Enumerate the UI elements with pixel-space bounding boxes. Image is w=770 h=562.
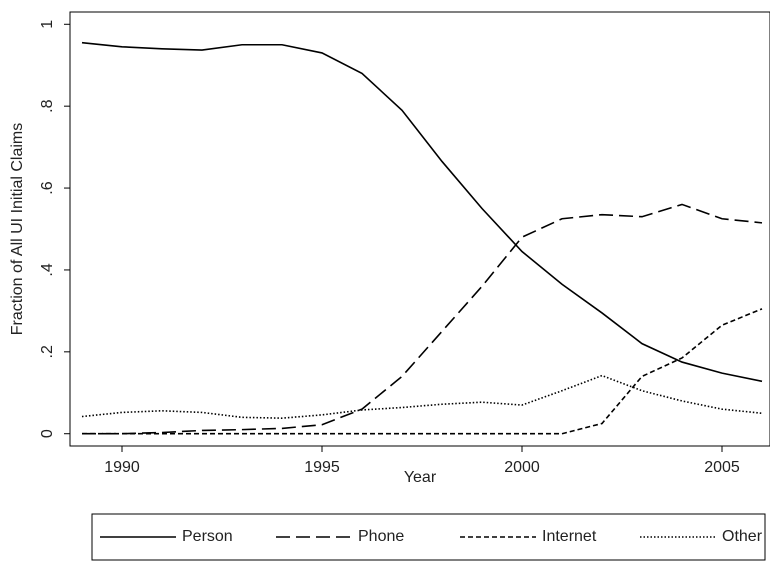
- y-tick-label: .4: [39, 263, 56, 276]
- legend-label: Person: [182, 528, 233, 545]
- y-tick-label: .8: [39, 99, 56, 112]
- x-tick-label: 2005: [704, 459, 740, 476]
- legend-label: Internet: [542, 528, 597, 545]
- series-line: [81, 374, 763, 419]
- series-line: [82, 308, 763, 435]
- series-line: [82, 203, 763, 435]
- legend-label: Other: [722, 528, 763, 545]
- y-tick-label: 0: [39, 429, 56, 438]
- series-line: [81, 41, 763, 383]
- x-tick-label: 1990: [104, 459, 140, 476]
- y-axis-title: Fraction of All UI Initial Claims: [9, 123, 26, 336]
- x-tick-label: 2000: [504, 459, 540, 476]
- legend-box: [91, 513, 766, 561]
- plot-frame: [69, 11, 770, 447]
- y-tick-label: .6: [39, 181, 56, 194]
- y-tick-label: 1: [39, 20, 56, 29]
- legend-label: Phone: [358, 528, 404, 545]
- x-axis-title: Year: [404, 469, 437, 486]
- x-tick-label: 1995: [304, 459, 340, 476]
- y-tick-label: .2: [39, 345, 56, 358]
